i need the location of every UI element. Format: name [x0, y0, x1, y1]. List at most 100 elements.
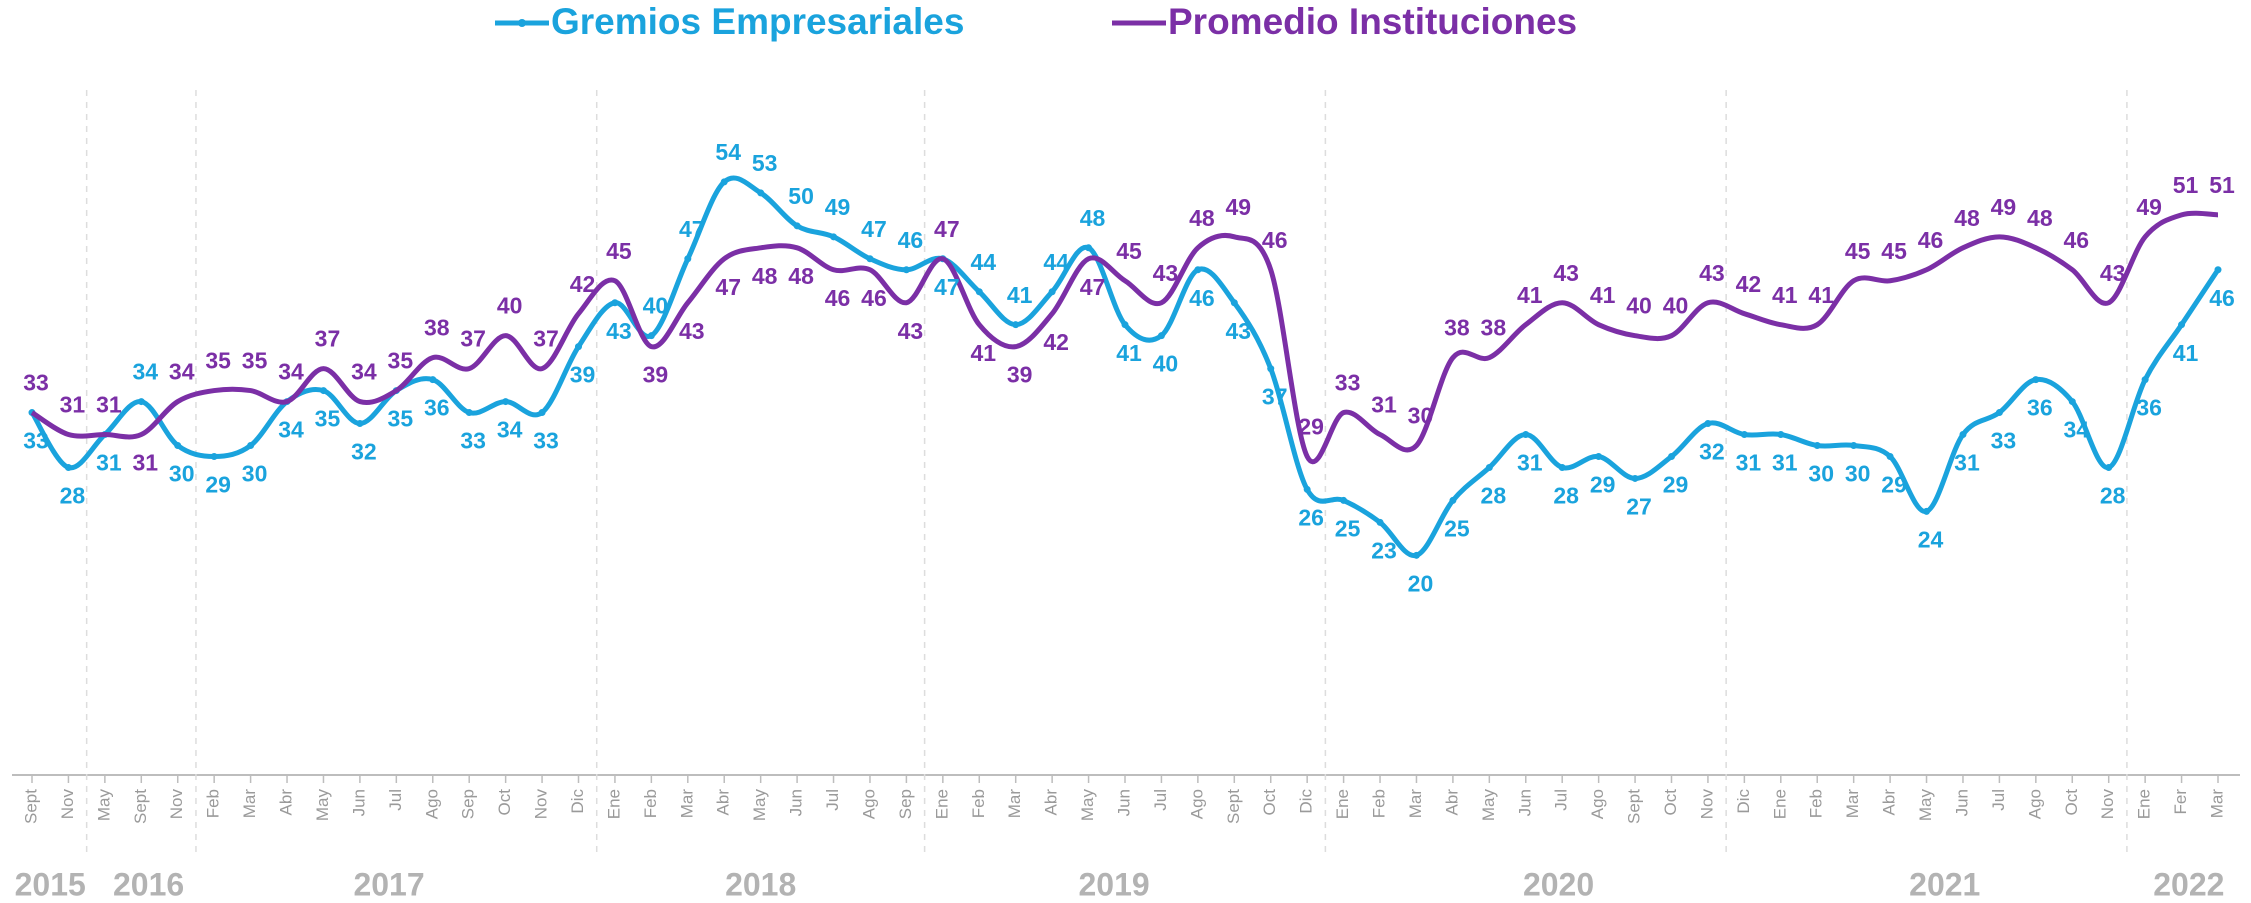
- x-tick-label: Ago: [1588, 789, 1607, 819]
- data-label: 34: [351, 359, 377, 385]
- x-tick-label: Ago: [422, 789, 441, 819]
- point: [1886, 452, 1894, 460]
- x-tick-label: Ene: [1333, 789, 1352, 819]
- data-label: 39: [643, 362, 669, 388]
- data-label: 40: [1626, 293, 1652, 319]
- data-label: 40: [1153, 351, 1179, 377]
- point: [1157, 332, 1165, 340]
- point: [502, 398, 510, 406]
- data-label: 46: [898, 227, 924, 253]
- x-tick-label: Ene: [604, 789, 623, 819]
- point: [684, 255, 692, 263]
- data-label: 47: [861, 216, 887, 242]
- x-tick-label: Mar: [2207, 789, 2226, 819]
- point: [575, 343, 582, 351]
- data-label: 36: [424, 395, 450, 421]
- data-label: 42: [1043, 329, 1069, 355]
- x-tick-label: Feb: [204, 789, 223, 818]
- data-label: 47: [934, 274, 960, 300]
- x-tick-label: Oct: [1661, 789, 1680, 816]
- point: [1412, 551, 1420, 559]
- x-tick-label: May: [1078, 789, 1097, 822]
- data-label: 53: [752, 150, 778, 176]
- x-tick-label: Jul: [386, 789, 405, 811]
- year-label: 2020: [1523, 866, 1594, 902]
- x-tick-label: Feb: [641, 789, 660, 818]
- x-tick-label: Mar: [1843, 789, 1862, 819]
- data-label: 30: [1808, 461, 1834, 487]
- data-label: 32: [1699, 439, 1725, 465]
- data-label: 31: [133, 450, 159, 476]
- point: [1012, 321, 1020, 329]
- x-tick-label: Mar: [240, 789, 259, 819]
- point: [1048, 288, 1056, 296]
- data-label: 20: [1408, 570, 1434, 596]
- data-label: 31: [1736, 450, 1762, 476]
- point: [1340, 496, 1348, 504]
- x-tick-label: Sep: [896, 789, 915, 819]
- data-label: 41: [1007, 282, 1033, 308]
- x-tick-label: Jul: [1552, 789, 1571, 811]
- x-tick-label: May: [94, 789, 113, 822]
- point: [1376, 518, 1384, 526]
- x-tick-label: Abr: [1880, 789, 1899, 816]
- x-tick-label: Dic: [1297, 789, 1316, 814]
- data-label: 41: [1590, 282, 1616, 308]
- data-label: 43: [679, 318, 705, 344]
- data-label: 38: [1444, 315, 1470, 341]
- x-tick-label: Nov: [2098, 789, 2117, 820]
- x-tick-label: Sep: [459, 789, 478, 819]
- data-label: 31: [1371, 392, 1397, 418]
- series-line: [29, 175, 2221, 558]
- data-label: 43: [1153, 260, 1179, 286]
- point: [1230, 299, 1238, 307]
- x-tick-label: Ene: [932, 789, 951, 819]
- data-label: 45: [1116, 238, 1142, 264]
- point: [793, 222, 801, 230]
- data-label: 34: [278, 359, 304, 385]
- x-tick-label: Nov: [167, 789, 186, 820]
- point: [210, 452, 218, 460]
- point: [1995, 409, 2003, 417]
- point: [1740, 431, 1748, 439]
- year-label: 2021: [1909, 866, 1980, 902]
- x-tick-label: Abr: [714, 789, 733, 816]
- data-label: 31: [96, 392, 122, 418]
- data-label: 34: [169, 359, 195, 385]
- year-label: 2016: [113, 866, 184, 902]
- data-label: 30: [169, 461, 195, 487]
- x-tick-label: Oct: [495, 789, 514, 816]
- data-label: 34: [133, 359, 159, 385]
- point: [902, 266, 910, 274]
- data-label: 29: [205, 472, 231, 498]
- data-label: 48: [1080, 205, 1106, 231]
- x-tick-label: May: [1916, 789, 1935, 822]
- x-tick-label: Jun: [787, 789, 806, 816]
- point: [356, 420, 364, 428]
- x-tick-label: Ago: [859, 789, 878, 819]
- x-tick-label: Nov: [1697, 789, 1716, 820]
- x-tick-label: Dic: [1734, 789, 1753, 814]
- data-label: 40: [643, 293, 669, 319]
- data-label: 46: [1189, 285, 1215, 311]
- legend-label: Gremios Empresariales: [551, 1, 964, 42]
- data-label: 49: [825, 194, 851, 220]
- data-label: 51: [2173, 172, 2199, 198]
- data-label: 47: [1080, 274, 1106, 300]
- x-tick-label: Sept: [131, 789, 150, 824]
- x-tick-label: Sept: [1625, 789, 1644, 824]
- data-label: 31: [60, 392, 86, 418]
- data-label: 47: [715, 274, 741, 300]
- point: [1595, 452, 1603, 460]
- data-label: 35: [388, 348, 414, 374]
- point: [429, 376, 437, 384]
- x-tick-label: Ene: [1770, 789, 1789, 819]
- data-label: 35: [205, 348, 231, 374]
- point: [1121, 321, 1129, 329]
- data-label: 41: [1772, 282, 1798, 308]
- data-label: 31: [1954, 450, 1980, 476]
- data-label: 35: [242, 348, 268, 374]
- data-label: 31: [96, 450, 122, 476]
- data-label: 46: [825, 285, 851, 311]
